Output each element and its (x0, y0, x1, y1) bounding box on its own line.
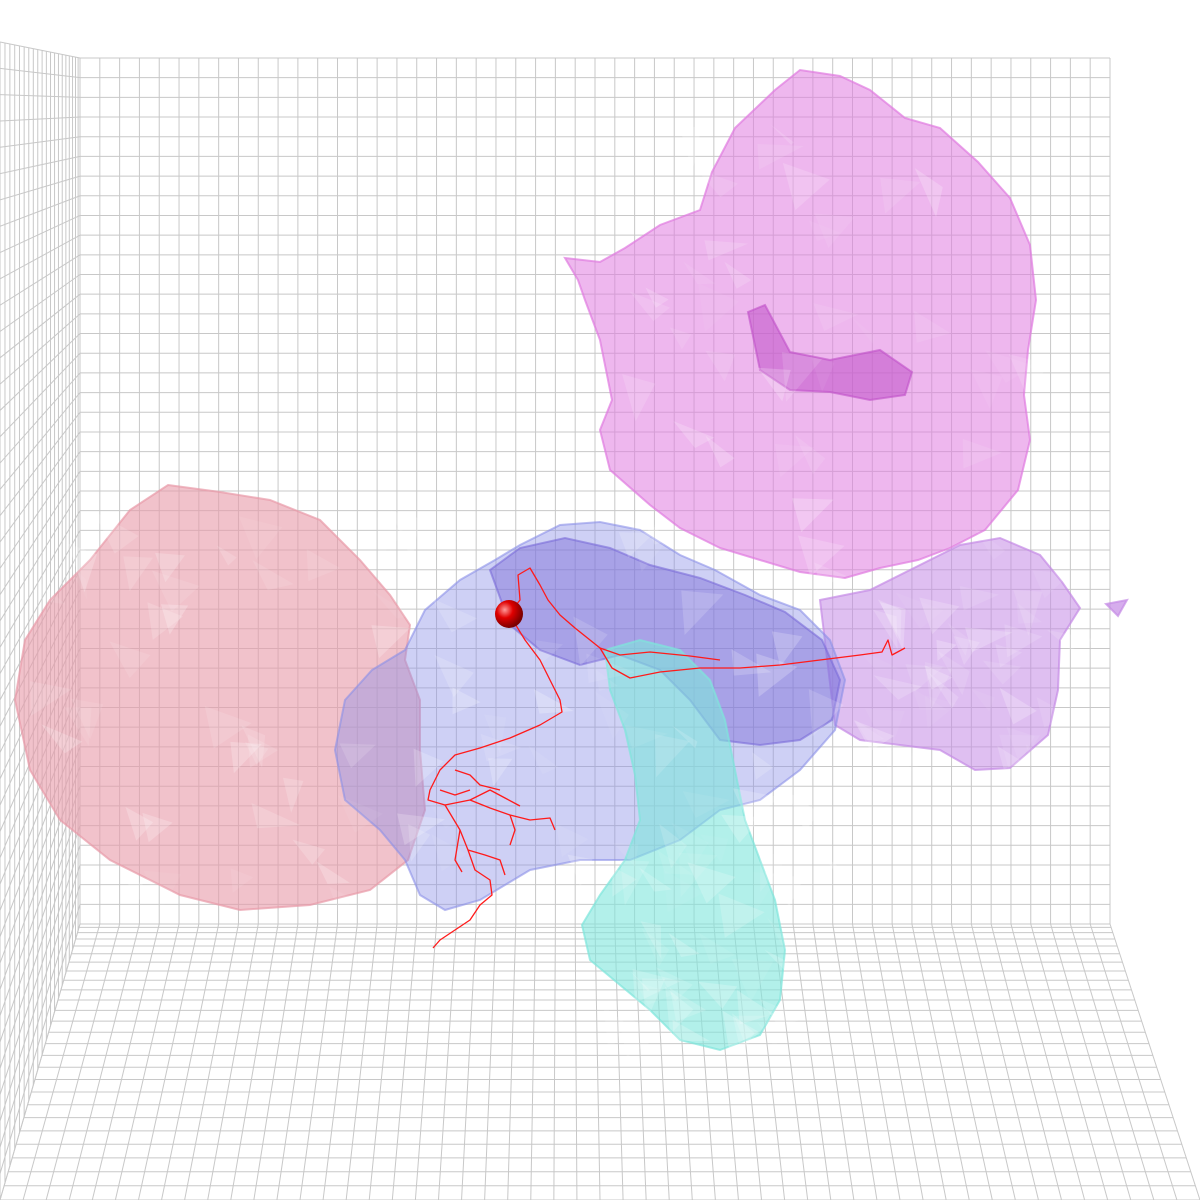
region-magenta-top-right[interactable] (563, 68, 1038, 580)
neurite-branch (508, 567, 906, 679)
neurite-branch (439, 789, 471, 796)
region-pink-left[interactable] (13, 483, 427, 912)
neurite-branch (454, 769, 501, 791)
region-magenta-inner-cavity (746, 303, 914, 402)
neurite-branch (454, 829, 463, 873)
neurite-branch (427, 613, 563, 831)
region-meshes (13, 68, 1129, 1052)
neuron-neurites (427, 567, 906, 949)
neuron-reconstruction[interactable] (427, 567, 906, 949)
neurite-branch (509, 814, 516, 846)
region-violet-right-lobe[interactable] (818, 536, 1082, 772)
neurite-branch (469, 789, 521, 807)
back-grid-plane (79, 57, 1111, 925)
neurite-branch (467, 849, 506, 876)
neurite-branch (432, 804, 493, 949)
region-blue-center[interactable] (333, 520, 847, 912)
region-cyan-lower[interactable] (580, 638, 787, 1052)
neurite-branch (599, 647, 721, 661)
region-indigo-center[interactable] (488, 536, 842, 747)
region-small-fragment (1103, 598, 1129, 618)
mesh-facet-lines (30, 124, 1095, 1058)
neuron-soma[interactable] (495, 600, 523, 628)
